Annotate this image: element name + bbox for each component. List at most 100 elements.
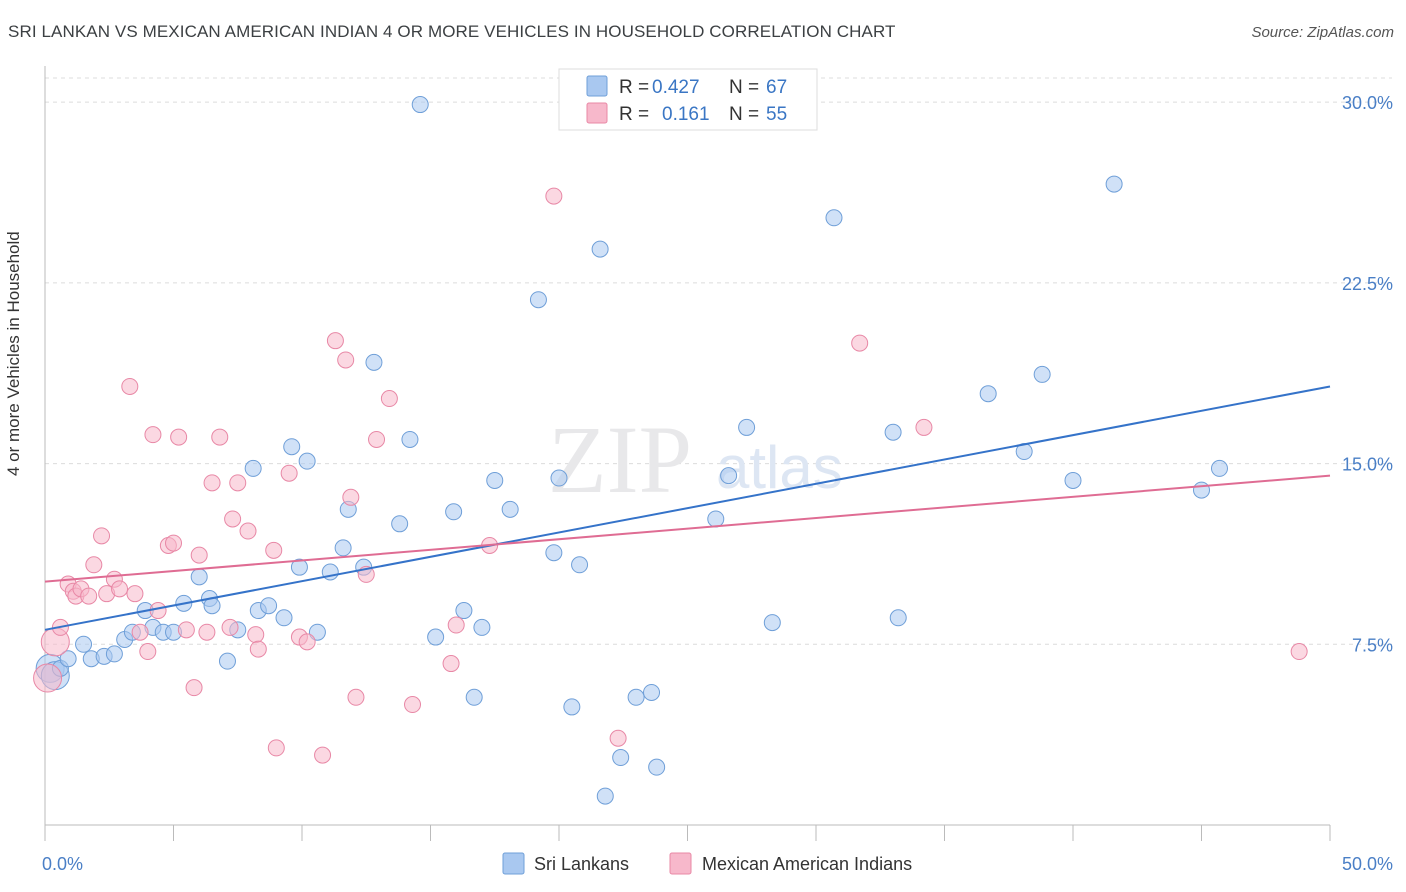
mexican-american-indians-point-27 (211, 428, 229, 446)
sri-lankans-point-63 (1033, 365, 1051, 383)
legend-r-label-1: R = (619, 77, 649, 98)
mexican-american-indians-point-29 (224, 510, 242, 528)
sri-lankans-point-57 (763, 614, 781, 632)
mexican-american-indians-point-20 (165, 534, 182, 552)
sri-lankans-point-58 (825, 209, 843, 227)
mexican-american-indians-point-23 (185, 679, 203, 697)
source-credit[interactable]: Source: ZipAtlas.com (1251, 24, 1394, 41)
sri-lankans-point-22 (260, 597, 278, 615)
mexican-american-indians-point-38 (298, 633, 316, 651)
watermark: ZIP atlas (548, 406, 843, 513)
sri-lankans-point-39 (465, 688, 483, 706)
sri-lankans-trend-line (44, 385, 1331, 631)
legend-n-value-2: 55 (766, 104, 787, 125)
sri-lankans-point-54 (707, 510, 725, 528)
sri-lankans-point-18 (218, 652, 236, 670)
mexican-american-indians-point-45 (368, 430, 386, 448)
sri-lankans-point-38 (455, 602, 473, 620)
mexican-american-indians-point-0 (33, 663, 63, 693)
mexican-american-indians-point-32 (247, 626, 265, 644)
sri-lankans-point-29 (334, 539, 352, 557)
mexican-american-indians-point-41 (337, 351, 355, 369)
mexican-american-indians-point-15 (131, 623, 149, 641)
sri-lankans-point-47 (571, 556, 589, 574)
mexican-american-indians-point-28 (221, 618, 239, 636)
mexican-american-indians-point-31 (239, 522, 257, 540)
sri-lankans-point-25 (290, 558, 308, 576)
legend-r-label-2: R = (619, 104, 649, 125)
legend-r-value-2: 0.161 (662, 104, 710, 125)
sri-lankans-point-64 (1064, 471, 1082, 489)
mexican-american-indians-point-46 (380, 390, 398, 408)
sri-lankans-point-7 (105, 645, 123, 663)
sri-lankans-point-43 (529, 291, 547, 309)
series-legend: Sri Lankans Mexican American Indians (502, 852, 912, 875)
y-tick-label-0: 7.5% (1352, 635, 1393, 655)
mexican-american-indians-point-36 (280, 464, 298, 482)
legend-swatch-mexican-american-indians (586, 102, 608, 124)
sri-lankans-point-55 (720, 467, 738, 485)
sri-lankans-point-46 (563, 698, 581, 716)
sri-lankans-point-26 (298, 452, 316, 470)
mexican-american-indians-point-55 (1290, 643, 1308, 661)
sri-lankans-point-53 (648, 758, 666, 776)
mexican-american-indians-point-22 (177, 621, 195, 639)
y-tick-label-3: 30.0% (1342, 93, 1393, 113)
bottom-legend-swatch-sri-lankans[interactable] (502, 852, 525, 875)
sri-lankans-point-15 (190, 568, 208, 586)
mexican-american-indians-point-17 (144, 426, 162, 444)
mexican-american-indians-point-25 (198, 623, 216, 641)
mexican-american-indians-point-53 (851, 334, 869, 352)
bottom-legend-swatch-mexican-american-indians[interactable] (669, 852, 692, 875)
mexican-american-indians-point-8 (85, 556, 103, 574)
sri-lankans-point-34 (401, 430, 419, 448)
legend-swatch-sri-lankans (586, 75, 608, 97)
mexican-american-indians-point-26 (203, 474, 221, 492)
mexican-american-indians-point-52 (545, 187, 563, 205)
bottom-legend-label-sri-lankans[interactable]: Sri Lankans (534, 854, 629, 874)
sri-lankans-point-41 (486, 471, 504, 489)
sri-lankans-point-36 (427, 628, 445, 646)
trend-lines (44, 385, 1331, 631)
sri-lankans-point-49 (596, 787, 614, 805)
sri-lankans-point-60 (889, 609, 907, 627)
mexican-american-indians-point-35 (267, 739, 285, 757)
sri-lankans-point-23 (275, 609, 293, 627)
mexican-american-indians-point-18 (149, 602, 167, 620)
mexican-american-indians-point-51 (609, 729, 627, 747)
sri-lankans-point-4 (75, 635, 93, 653)
correlation-legend: R = 0.427 N = 67 R = 0.161 N = 55 (558, 68, 818, 131)
mexican-american-indians-point-43 (347, 688, 365, 706)
mexican-american-indians-point-34 (265, 541, 283, 559)
y-tick-label-1: 15.0% (1342, 455, 1393, 475)
sri-lankans-point-67 (1210, 459, 1228, 477)
mexican-american-indians-point-48 (442, 655, 460, 673)
legend-n-value-1: 67 (766, 77, 787, 98)
mexican-american-indians-point-42 (342, 488, 360, 506)
sri-lankans-point-66 (1193, 481, 1210, 499)
mexican-american-indians-point-12 (111, 580, 129, 598)
sri-lankans-point-40 (473, 618, 491, 636)
watermark-zip: ZIP (548, 406, 692, 513)
sri-lankans-point-50 (612, 749, 630, 767)
mexican-american-indians-point-47 (404, 696, 422, 714)
sri-lankans-point-48 (591, 240, 609, 258)
mexican-american-indians-point-21 (170, 428, 188, 446)
sri-lankans-point-51 (627, 688, 645, 706)
x-tick-label-max: 50.0% (1342, 854, 1393, 874)
sri-lankans-point-42 (501, 500, 519, 518)
mexican-american-indians-trend-line (44, 474, 1331, 583)
mexican-american-indians-point-7 (80, 587, 98, 605)
sri-lankans-point-32 (365, 353, 383, 371)
bottom-legend-label-mexican-american-indians[interactable]: Mexican American Indians (702, 854, 912, 874)
mexican-american-indians-point-30 (229, 474, 247, 492)
sri-lankans-point-61 (979, 385, 997, 403)
mexican-american-indians-point-39 (314, 746, 332, 764)
axes (44, 66, 1331, 841)
sri-lankans-point-35 (411, 96, 429, 114)
gridlines (45, 77, 1392, 645)
mexican-american-indians-point-16 (139, 643, 157, 661)
sri-lankans-point-20 (244, 459, 262, 477)
y-tick-label-2: 22.5% (1342, 274, 1393, 294)
